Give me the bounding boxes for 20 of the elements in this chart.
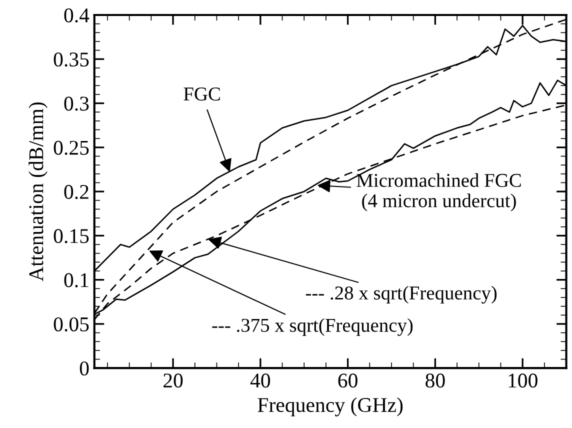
y-tick-label: 0.05 xyxy=(54,317,89,332)
annotation: Micromachined FGC (4 micron undercut) xyxy=(356,173,521,212)
x-tick-label: 20 xyxy=(164,374,183,388)
annotation: FGC xyxy=(184,88,220,101)
y-tick-label: 0 xyxy=(80,361,89,376)
x-tick-label: 100 xyxy=(508,374,538,388)
x-axis-title: Frequency (GHz) xyxy=(258,397,403,416)
y-tick-label: 0.15 xyxy=(54,229,89,244)
y-tick-label: 0.1 xyxy=(64,273,88,288)
x-tick-label: 40 xyxy=(250,374,270,388)
annotation: --- .28 x sqrt(Frequency) xyxy=(306,286,497,304)
y-tick-label: 0.35 xyxy=(54,52,89,67)
y-tick-label: 0.25 xyxy=(54,140,89,155)
x-tick-label: 60 xyxy=(338,374,358,388)
x-tick-label: 80 xyxy=(426,374,445,388)
y-tick-label: 0.3 xyxy=(64,96,89,111)
y-tick-label: 0.4 xyxy=(64,8,90,23)
y-axis-title: Attenuation (dB/mm) xyxy=(28,102,48,282)
annotation: --- .375 x sqrt(Frequency) xyxy=(212,318,413,336)
y-tick-label: 0.2 xyxy=(64,184,88,200)
